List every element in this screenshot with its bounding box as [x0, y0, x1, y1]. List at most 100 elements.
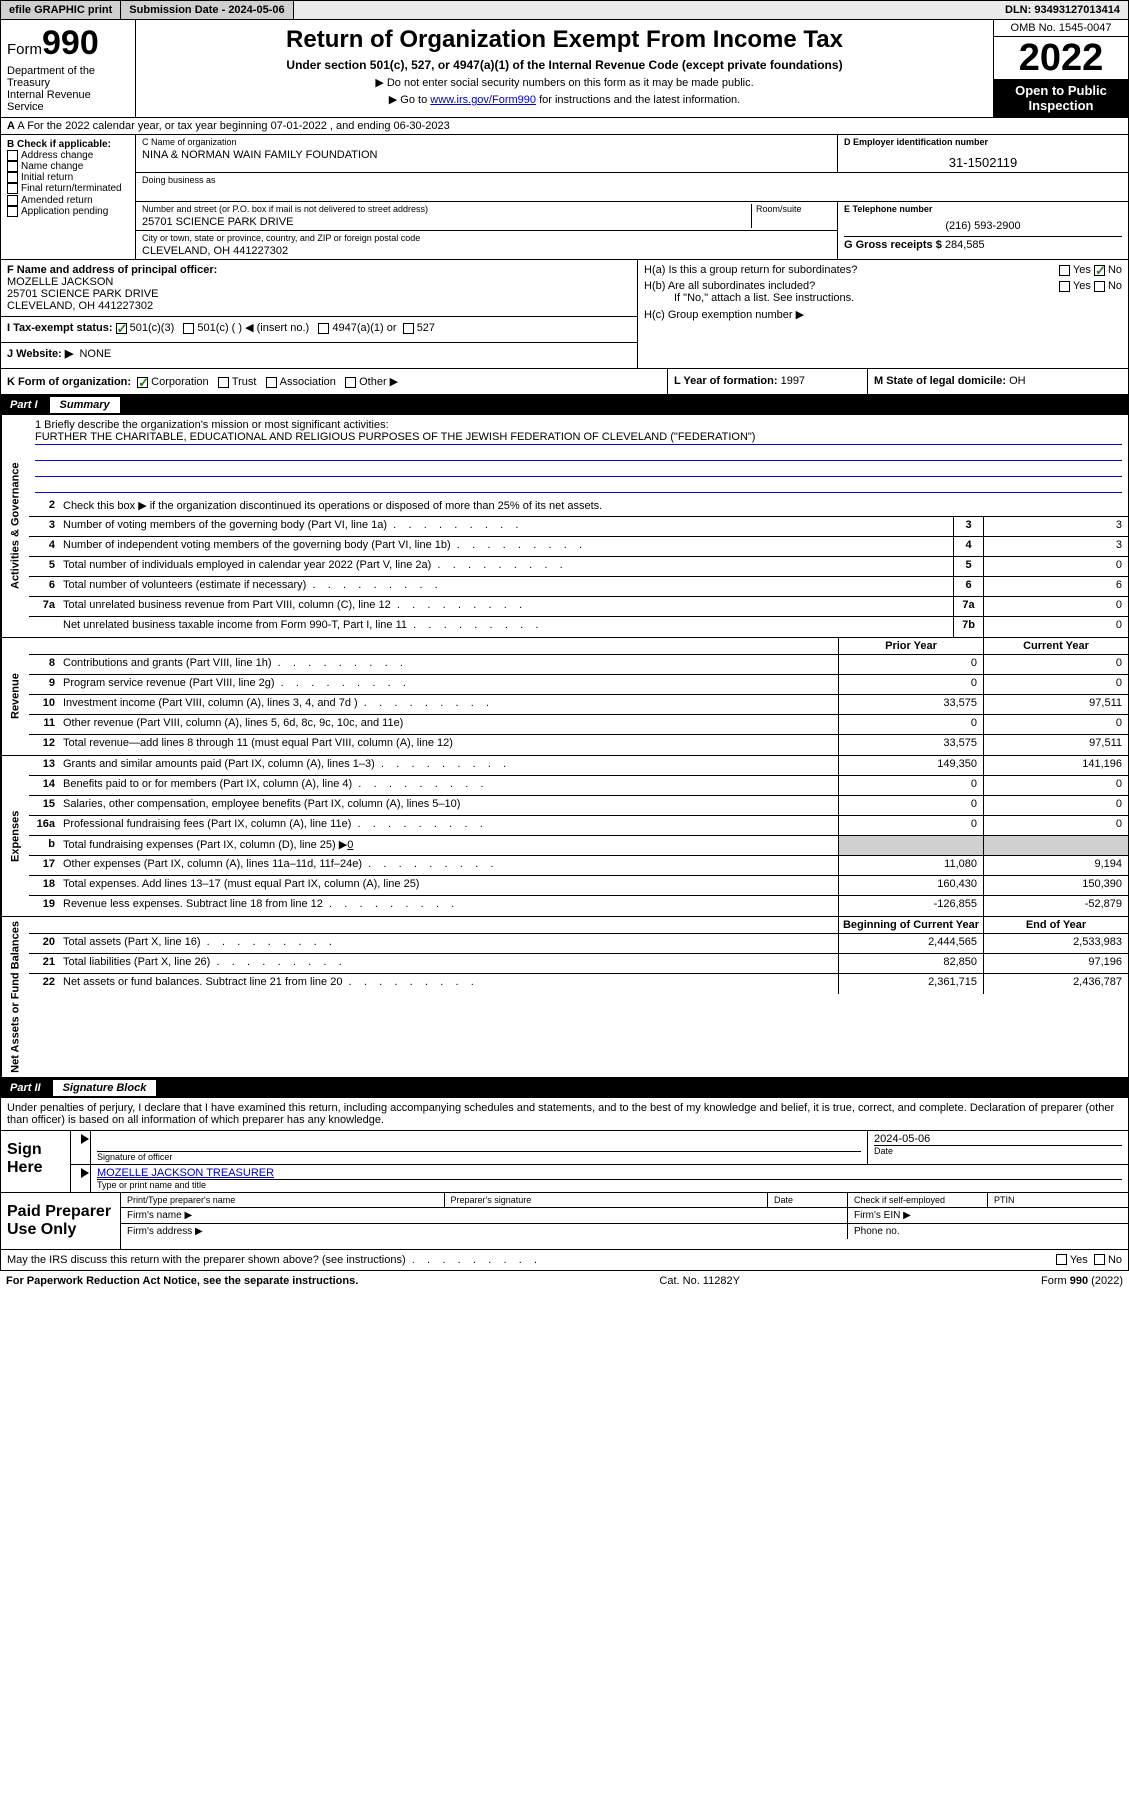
row-klm: K Form of organization: Corporation Trus… [0, 369, 1129, 395]
chk-discuss-yes[interactable] [1056, 1254, 1067, 1265]
officer-name: MOZELLE JACKSON [7, 276, 631, 288]
chk-initial-return[interactable] [7, 172, 18, 183]
paid-preparer-label: Paid Preparer Use Only [1, 1193, 121, 1249]
form-subtitle: Under section 501(c), 527, or 4947(a)(1)… [146, 58, 983, 72]
firm-phone-label: Phone no. [848, 1224, 1128, 1239]
gross-label: G Gross receipts $ [844, 239, 942, 251]
chk-assoc[interactable] [266, 377, 277, 388]
chk-name-change[interactable] [7, 161, 18, 172]
vtab-governance: Activities & Governance [1, 415, 29, 637]
efile-print-button[interactable]: efile GRAPHIC print [1, 1, 121, 19]
chk-other[interactable] [345, 377, 356, 388]
officer-addr2: CLEVELAND, OH 441227302 [7, 300, 631, 312]
vtab-expenses: Expenses [1, 756, 29, 916]
activities-governance: Activities & Governance 1 Briefly descri… [0, 415, 1129, 638]
instructions-link[interactable]: www.irs.gov/Form990 [430, 94, 536, 106]
website-label: J Website: ▶ [7, 348, 73, 360]
chk-527[interactable] [403, 323, 414, 334]
discuss-text: May the IRS discuss this return with the… [7, 1254, 1056, 1266]
vtab-revenue: Revenue [1, 638, 29, 755]
form-title: Return of Organization Exempt From Incom… [146, 26, 983, 54]
omb-number: OMB No. 1545-0047 [994, 20, 1128, 37]
page-footer: For Paperwork Reduction Act Notice, see … [0, 1271, 1129, 1291]
chk-501c[interactable] [183, 323, 194, 334]
chk-application-pending[interactable] [7, 206, 18, 217]
chk-trust[interactable] [218, 377, 229, 388]
city-value: CLEVELAND, OH 441227302 [142, 243, 831, 257]
goto-post: for instructions and the latest informat… [536, 94, 740, 106]
line3: Number of voting members of the governin… [59, 517, 953, 536]
officer-addr1: 25701 SCIENCE PARK DRIVE [7, 288, 631, 300]
m-label: M State of legal domicile: [874, 375, 1006, 387]
chk-discuss-no[interactable] [1094, 1254, 1105, 1265]
form-header: Form990 Department of the Treasury Inter… [0, 20, 1129, 118]
discuss-row: May the IRS discuss this return with the… [0, 1250, 1129, 1271]
street-label: Number and street (or P.O. box if mail i… [142, 204, 751, 214]
chk-hb-no[interactable] [1094, 281, 1105, 292]
type-name-label: Type or print name and title [97, 1179, 1122, 1190]
line9: Program service revenue (Part VIII, line… [59, 675, 838, 694]
dln: DLN: 93493127013414 [997, 1, 1128, 19]
line13: Grants and similar amounts paid (Part IX… [59, 756, 838, 775]
chk-amended-return[interactable] [7, 195, 18, 206]
row-fhij: F Name and address of principal officer:… [0, 260, 1129, 369]
line8: Contributions and grants (Part VIII, lin… [59, 655, 838, 674]
chk-final-return[interactable] [7, 183, 18, 194]
row-a-tax-year: A A For the 2022 calendar year, or tax y… [0, 118, 1129, 135]
dba-label: Doing business as [142, 175, 1122, 185]
hc-label: H(c) Group exemption number ▶ [644, 308, 1122, 321]
firm-name-label: Firm's name ▶ [121, 1208, 848, 1223]
chk-hb-yes[interactable] [1059, 281, 1070, 292]
line2: Check this box ▶ if the organization dis… [59, 497, 1128, 516]
l-value: 1997 [781, 375, 805, 387]
ha-label: H(a) Is this a group return for subordin… [644, 264, 1059, 276]
city-label: City or town, state or province, country… [142, 233, 831, 243]
chk-501c3[interactable] [116, 323, 127, 334]
chk-corp[interactable] [137, 377, 148, 388]
website-value: NONE [79, 348, 111, 360]
cat-no: Cat. No. 11282Y [659, 1275, 740, 1287]
chk-ha-no[interactable] [1094, 265, 1105, 276]
arrow-icon [81, 1134, 89, 1144]
submission-date: Submission Date - 2024-05-06 [121, 1, 293, 19]
line18: Total expenses. Add lines 13–17 (must eq… [59, 876, 838, 895]
line6: Total number of volunteers (estimate if … [59, 577, 953, 596]
mission-text: FURTHER THE CHARITABLE, EDUCATIONAL AND … [35, 431, 1122, 445]
line10: Investment income (Part VIII, column (A)… [59, 695, 838, 714]
officer-name-link[interactable]: MOZELLE JACKSON TREASURER [97, 1167, 274, 1179]
m-value: OH [1009, 375, 1026, 387]
part2-header: Part II Signature Block [0, 1078, 1129, 1098]
ssn-note: ▶ Do not enter social security numbers o… [146, 76, 983, 89]
ptin-label: PTIN [988, 1193, 1128, 1207]
line20: Total assets (Part X, line 16) [59, 934, 838, 953]
paid-preparer-section: Paid Preparer Use Only Print/Type prepar… [0, 1193, 1129, 1250]
tax-year: 2022 [994, 37, 1128, 79]
line16b: Total fundraising expenses (Part IX, col… [59, 836, 838, 855]
line5: Total number of individuals employed in … [59, 557, 953, 576]
chk-4947[interactable] [318, 323, 329, 334]
perjury-statement: Under penalties of perjury, I declare th… [0, 1098, 1129, 1131]
section-bcdeg: B Check if applicable: Address change Na… [0, 135, 1129, 260]
chk-address-change[interactable] [7, 150, 18, 161]
form-number: Form990 [7, 24, 129, 63]
line7a: Total unrelated business revenue from Pa… [59, 597, 953, 616]
chk-ha-yes[interactable] [1059, 265, 1070, 276]
vtab-net-assets: Net Assets or Fund Balances [1, 917, 29, 1077]
ein-label: D Employer identification number [844, 137, 1122, 147]
sign-here-label: Sign Here [1, 1131, 71, 1192]
line15: Salaries, other compensation, employee b… [59, 796, 838, 815]
prep-sig-label: Preparer's signature [445, 1193, 769, 1207]
line14: Benefits paid to or for members (Part IX… [59, 776, 838, 795]
dept-label: Department of the Treasury [7, 65, 129, 89]
tax-status-label: I Tax-exempt status: [7, 322, 113, 334]
phone-label: E Telephone number [844, 204, 1122, 214]
line4: Number of independent voting members of … [59, 537, 953, 556]
firm-ein-label: Firm's EIN ▶ [848, 1208, 1128, 1223]
net-assets-section: Net Assets or Fund Balances Beginning of… [0, 917, 1129, 1078]
org-name: NINA & NORMAN WAIN FAMILY FOUNDATION [142, 147, 831, 161]
mission-label: 1 Briefly describe the organization's mi… [35, 419, 1122, 431]
line7b: Net unrelated business taxable income fr… [59, 617, 953, 637]
goto-pre: ▶ Go to [389, 94, 430, 106]
topbar: efile GRAPHIC print Submission Date - 20… [0, 0, 1129, 20]
gross-value: 284,585 [945, 239, 985, 251]
